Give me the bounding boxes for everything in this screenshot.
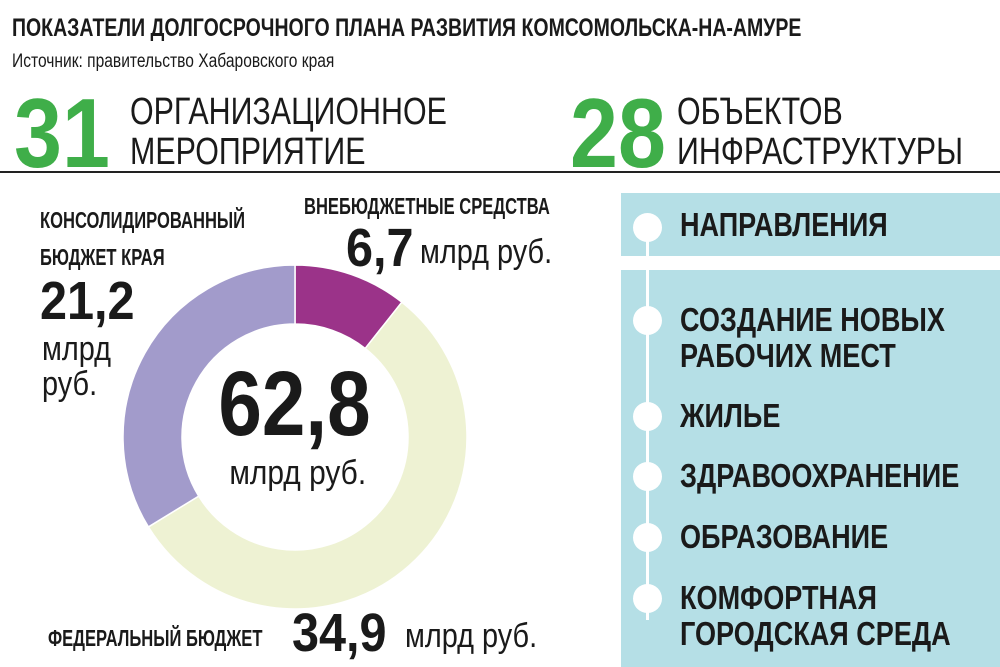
divider: [0, 171, 1000, 173]
stat-label-infrastructure: ОБЪЕКТОВ ИНФРАСТРУКТУРЫ: [677, 92, 997, 172]
bullet-icon: [633, 213, 662, 242]
total-unit-text: млрд руб.: [229, 454, 366, 492]
slice-value-region: 21,2: [40, 274, 140, 328]
label-line: ВНЕБЮДЖЕТНЫЕ СРЕДСТВА: [304, 193, 550, 219]
slice-label-region: КОНСОЛИДИРОВАННЫЙ: [40, 209, 270, 232]
slice-value-federal: 34,9: [292, 606, 392, 660]
bullet-icon: [633, 523, 662, 552]
slice-unit-region-2: руб.: [42, 367, 122, 401]
directions-list-panel: [621, 270, 1000, 667]
stat-label-line: МЕРОПРИЯТИЕ: [130, 131, 366, 173]
unit-text: млрд: [42, 330, 112, 368]
label-line: БЮДЖЕТ КРАЯ: [40, 244, 165, 270]
item-text: ЗДРАВООХРАНЕНИЕ: [680, 457, 960, 494]
directions-header-panel: [621, 193, 1000, 256]
stat-label-line: ИНФРАСТРУКТУРЫ: [677, 131, 963, 173]
item-text: ЖИЛЬЕ: [680, 397, 781, 434]
value-text: 6,7: [346, 218, 414, 278]
unit-text: руб.: [42, 365, 98, 403]
slice-label-federal: ФЕДЕРАЛЬНЫЙ БЮДЖЕТ: [48, 627, 262, 650]
stat-number-text: 31: [14, 78, 110, 188]
slice-unit-region: млрд: [42, 332, 122, 366]
donut-slice-2: [122, 264, 296, 528]
bullet-icon: [633, 402, 662, 431]
item-text: ГОРОДСКАЯ СРЕДА: [680, 615, 951, 652]
unit-text: млрд руб.: [420, 233, 553, 271]
direction-item: КОМФОРТНАЯ ГОРОДСКАЯ СРЕДА: [680, 580, 1000, 652]
slice-unit-federal: млрд руб.: [405, 619, 555, 653]
value-text: 21,2: [40, 271, 135, 331]
source-text: Источник: правительство Хабаровского кра…: [12, 51, 335, 72]
direction-item: ЗДРАВООХРАНЕНИЕ: [680, 458, 1000, 494]
total-unit: млрд руб.: [0, 456, 595, 490]
item-text: ОБРАЗОВАНИЕ: [680, 518, 889, 555]
direction-item: СОЗДАНИЕ НОВЫХ РАБОЧИХ МЕСТ: [680, 302, 1000, 374]
bullet-icon: [633, 462, 662, 491]
title-text: ПОКАЗАТЕЛИ ДОЛГОСРОЧНОГО ПЛАНА РАЗВИТИЯ …: [12, 14, 802, 42]
heading-text: НАПРАВЛЕНИЯ: [680, 206, 888, 243]
label-line: КОНСОЛИДИРОВАННЫЙ: [40, 207, 246, 233]
stat-number-events: 31: [14, 84, 110, 182]
donut-slice-1: [147, 301, 468, 610]
item-text: КОМФОРТНАЯ: [680, 579, 878, 616]
total-value: 62,8: [0, 358, 590, 450]
value-text: 34,9: [292, 603, 387, 663]
stat-label-events: ОРГАНИЗАЦИОННОЕ МЕРОПРИЯТИЕ: [130, 92, 475, 172]
slice-label-extrabudget: ВНЕБЮДЖЕТНЫЕ СРЕДСТВА: [304, 195, 564, 218]
slice-unit-extrabudget: млрд руб.: [420, 235, 570, 269]
bullet-icon: [633, 584, 662, 613]
bullet-icon: [633, 306, 662, 335]
stat-number-text: 28: [570, 78, 666, 188]
source-note: Источник: правительство Хабаровского кра…: [12, 52, 405, 71]
item-text: РАБОЧИХ МЕСТ: [680, 337, 896, 374]
total-value-text: 62,8: [218, 353, 372, 455]
direction-item: ОБРАЗОВАНИЕ: [680, 519, 934, 555]
item-text: СОЗДАНИЕ НОВЫХ: [680, 301, 945, 338]
slice-value-extrabudget: 6,7: [346, 221, 416, 275]
slice-label-region-2: БЮДЖЕТ КРАЯ: [40, 246, 190, 269]
stat-number-infrastructure: 28: [570, 84, 666, 182]
direction-item: ЖИЛЬЕ: [680, 398, 802, 434]
directions-heading: НАПРАВЛЕНИЯ: [680, 207, 933, 243]
unit-text: млрд руб.: [405, 617, 538, 655]
stat-label-line: ОБЪЕКТОВ: [677, 91, 843, 133]
stat-label-line: ОРГАНИЗАЦИОННОЕ: [130, 91, 447, 133]
label-line: ФЕДЕРАЛЬНЫЙ БЮДЖЕТ: [48, 625, 263, 651]
page-title: ПОКАЗАТЕЛИ ДОЛГОСРОЧНОГО ПЛАНА РАЗВИТИЯ …: [12, 16, 1000, 41]
